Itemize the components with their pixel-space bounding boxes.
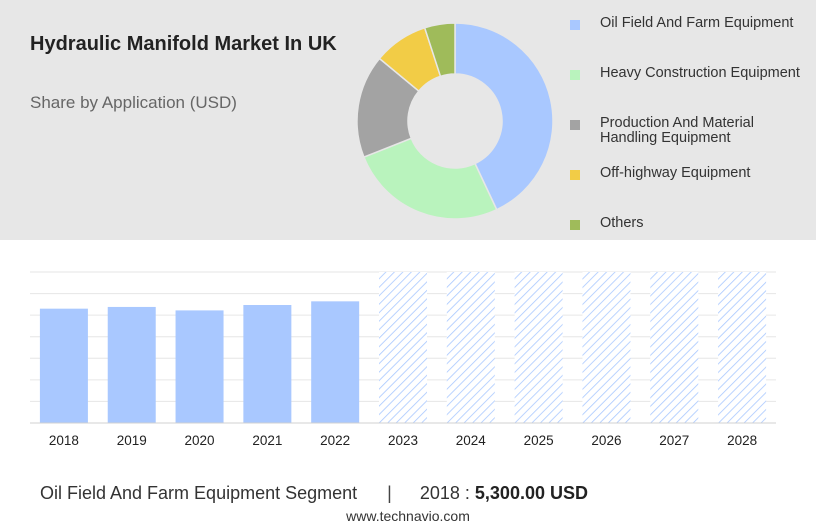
footer-value: 5,300.00 USD bbox=[474, 483, 588, 503]
x-tick-label: 2020 bbox=[185, 433, 215, 448]
footer-separator: | bbox=[387, 483, 392, 503]
forecast-bar-2023 bbox=[379, 272, 427, 423]
donut-slice-oil-field-and-farm-equipment bbox=[454, 22, 554, 211]
donut-chart bbox=[356, 22, 554, 220]
legend-swatch bbox=[570, 120, 580, 130]
x-tick-label: 2024 bbox=[456, 433, 487, 448]
chart-title: Hydraulic Manifold Market In UK bbox=[30, 33, 337, 55]
bar-2020 bbox=[175, 310, 224, 423]
footer-summary: Oil Field And Farm Equipment Segment | 201… bbox=[40, 483, 800, 504]
legend-label: Off-highway Equipment bbox=[600, 165, 751, 181]
x-tick-label: 2022 bbox=[320, 433, 350, 448]
x-tick-label: 2027 bbox=[659, 433, 689, 448]
bar-2021 bbox=[243, 305, 292, 423]
bar-2018 bbox=[39, 308, 88, 423]
legend-swatch bbox=[570, 220, 580, 230]
donut-slice-others bbox=[423, 22, 456, 78]
x-tick-label: 2021 bbox=[252, 433, 282, 448]
donut-slice-heavy-construction-equipment bbox=[362, 137, 498, 220]
forecast-bar-2026 bbox=[582, 272, 631, 423]
legend-label: Heavy Construction Equipment bbox=[600, 65, 800, 81]
forecast-bar-2027 bbox=[650, 272, 699, 423]
bar-2019 bbox=[107, 306, 156, 423]
x-tick-label: 2025 bbox=[524, 433, 554, 448]
x-tick-label: 2018 bbox=[49, 433, 79, 448]
legend-swatch bbox=[570, 20, 580, 30]
legend-label: Production And Material Handling Equipme… bbox=[600, 115, 754, 146]
forecast-bar-2025 bbox=[514, 272, 563, 423]
footer-year: 2018 : bbox=[419, 483, 470, 503]
bar-chart: 2018 2019 2020 2021 2022 2023 2024 2025 2026 2027… bbox=[30, 271, 776, 448]
x-tick-label: 2019 bbox=[117, 433, 147, 448]
forecast-bar-2024 bbox=[446, 272, 495, 423]
legend-label: Oil Field And Farm Equipment bbox=[600, 15, 794, 31]
bar-2022 bbox=[311, 301, 360, 423]
site-url: www.technavio.com bbox=[346, 508, 470, 524]
x-tick-label: 2026 bbox=[591, 433, 621, 448]
forecast-bar-2028 bbox=[718, 272, 767, 423]
x-tick-label: 2023 bbox=[388, 433, 418, 448]
legend-label: Others bbox=[600, 215, 644, 231]
x-tick-label: 2028 bbox=[727, 433, 757, 448]
legend-swatch bbox=[570, 70, 580, 80]
legend-swatch bbox=[570, 170, 580, 180]
footer-segment: Oil Field And Farm Equipment Segment bbox=[40, 483, 358, 503]
chart-subtitle: Share by Application (USD) bbox=[30, 93, 237, 112]
